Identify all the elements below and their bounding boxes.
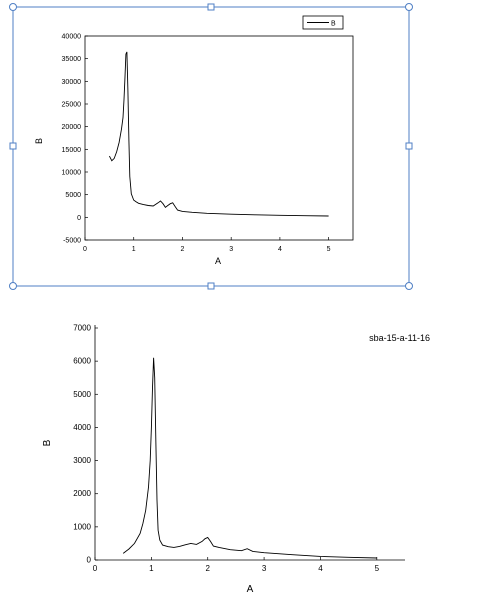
- resize-handle[interactable]: [405, 282, 413, 290]
- resize-handle[interactable]: [9, 3, 17, 11]
- plot-frame-top: [84, 35, 354, 241]
- x-tick-label: 3: [229, 246, 233, 253]
- legend[interactable]: B: [302, 15, 344, 30]
- selection-handles[interactable]: [9, 3, 413, 290]
- y-tick-label: -5000: [63, 238, 81, 245]
- y-axis-label-bottom: B: [42, 439, 53, 446]
- series-line-sample: [122, 357, 377, 559]
- x-axis-ticks-top: 0 1 2 3 4 5: [83, 237, 331, 253]
- y-tick-label: 30000: [62, 79, 82, 86]
- y-tick-label: 10000: [62, 170, 82, 177]
- chart-bottom: 0 1000 2000 3000 4000 5000 6000 7000 0 1 2 3 4 5 A B…: [42, 324, 430, 596]
- legend-entry-b: B: [331, 21, 336, 28]
- sample-annotation: sba-15-a-11-16: [369, 333, 430, 343]
- y-axis-ticks-top: -5000 0 5000 10000 15000 20000 25000 30000 35000…: [62, 34, 88, 245]
- y-tick-label: 20000: [62, 124, 82, 131]
- series-line-b: [109, 51, 329, 217]
- resize-handle[interactable]: [9, 142, 17, 150]
- y-tick-label: 15000: [62, 147, 82, 154]
- x-axis-label-bottom: A: [247, 584, 254, 595]
- x-tick-label: 3: [262, 564, 267, 573]
- resize-handle[interactable]: [405, 3, 413, 11]
- y-tick-label: 4000: [73, 423, 91, 432]
- y-tick-label: 25000: [62, 102, 82, 109]
- y-tick-label: 40000: [62, 34, 82, 41]
- resize-handle[interactable]: [207, 282, 215, 290]
- y-tick-label: 0: [87, 556, 92, 565]
- y-tick-label: 7000: [73, 324, 91, 333]
- x-tick-label: 5: [327, 246, 331, 253]
- x-tick-label: 2: [206, 564, 211, 573]
- y-tick-label: 5000: [65, 192, 81, 199]
- y-tick-label: 2000: [73, 489, 91, 498]
- x-tick-label: 5: [375, 564, 380, 573]
- x-tick-label: 0: [93, 564, 98, 573]
- x-axis-label-top: A: [215, 256, 221, 266]
- chart-top[interactable]: -500005000100001500020000250003000035000…: [9, 3, 413, 290]
- y-tick-label: 3000: [73, 456, 91, 465]
- resize-handle[interactable]: [9, 282, 17, 290]
- x-tick-label: 4: [278, 246, 282, 253]
- x-tick-label: 2: [181, 246, 185, 253]
- resize-handle[interactable]: [207, 3, 215, 11]
- x-tick-label: 4: [318, 564, 323, 573]
- x-tick-label: 0: [83, 246, 87, 253]
- x-axis-ticks-bottom: 0 1 2 3 4 5: [93, 557, 380, 573]
- y-tick-label: 5000: [73, 390, 91, 399]
- y-axis-ticks-bottom: 0 1000 2000 3000 4000 5000 6000 7000: [73, 324, 98, 565]
- x-tick-label: 1: [149, 564, 154, 573]
- x-tick-label: 1: [132, 246, 136, 253]
- y-tick-label: 1000: [73, 522, 91, 531]
- y-axis-label-top: B: [34, 138, 44, 144]
- y-tick-label: 0: [77, 215, 81, 222]
- resize-handle[interactable]: [405, 142, 413, 150]
- y-tick-label: 6000: [73, 357, 91, 366]
- y-tick-label: 35000: [62, 56, 82, 63]
